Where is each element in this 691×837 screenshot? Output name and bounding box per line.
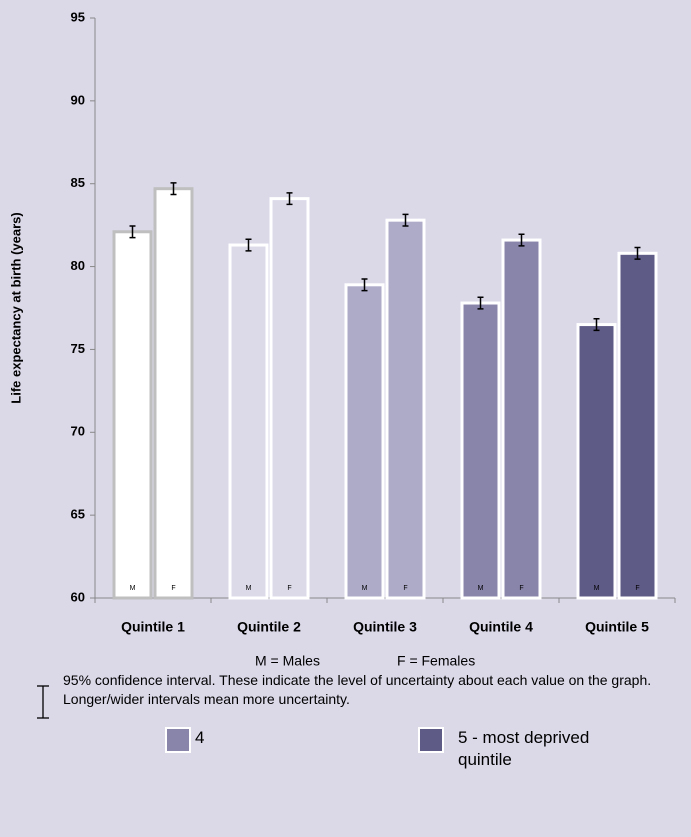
error-bar	[361, 278, 368, 292]
y-axis-title: Life expectancy at birth (years)	[8, 212, 23, 403]
bar-label: F	[635, 585, 639, 592]
bar	[460, 301, 501, 600]
error-bar	[634, 246, 641, 260]
error-bar	[593, 318, 600, 332]
x-tick-label: Quintile 4	[469, 619, 533, 635]
ci-icon	[37, 685, 49, 719]
error-bar	[170, 182, 177, 196]
bar-label: M	[246, 585, 252, 592]
note: M = Males	[255, 653, 320, 669]
x-tick-label: Quintile 5	[585, 619, 649, 635]
bar	[269, 197, 310, 600]
y-tick-label: 65	[71, 507, 85, 522]
legend-swatch	[418, 727, 444, 753]
bar	[153, 187, 194, 600]
error-bar	[477, 296, 484, 310]
bar	[617, 251, 658, 600]
bar	[344, 283, 385, 600]
x-tick-label: Quintile 2	[237, 619, 301, 635]
x-tick-label: Quintile 1	[121, 619, 185, 635]
error-bar	[402, 213, 409, 227]
error-bar	[245, 238, 252, 252]
legend-label: 5 - most deprived quintile	[458, 728, 590, 769]
legend-label: 4	[195, 728, 205, 747]
bar	[576, 323, 617, 600]
y-tick-label: 75	[71, 341, 85, 356]
error-bar	[518, 233, 525, 247]
bar-label: F	[287, 585, 291, 592]
bar	[385, 218, 426, 600]
y-tick-label: 85	[71, 175, 85, 190]
error-bar	[286, 192, 293, 206]
ci-note: 95% confidence interval. These indicate …	[63, 672, 652, 707]
bar	[112, 230, 153, 600]
y-tick-label: 80	[71, 258, 85, 273]
bar	[228, 243, 269, 600]
bar-label: F	[171, 585, 175, 592]
bar	[501, 238, 542, 600]
y-tick-label: 70	[71, 424, 85, 439]
error-bar	[129, 225, 136, 239]
bar-label: F	[403, 585, 407, 592]
x-tick-label: Quintile 3	[353, 619, 417, 635]
bar-label: M	[130, 585, 136, 592]
y-tick-label: 90	[71, 92, 85, 107]
y-tick-label: 60	[71, 589, 85, 604]
bar-label: M	[478, 585, 484, 592]
bar-label: M	[594, 585, 600, 592]
bar-label: F	[519, 585, 523, 592]
bar-label: M	[362, 585, 368, 592]
legend-swatch	[165, 727, 191, 753]
note: F = Females	[397, 653, 475, 669]
y-tick-label: 95	[71, 9, 85, 24]
